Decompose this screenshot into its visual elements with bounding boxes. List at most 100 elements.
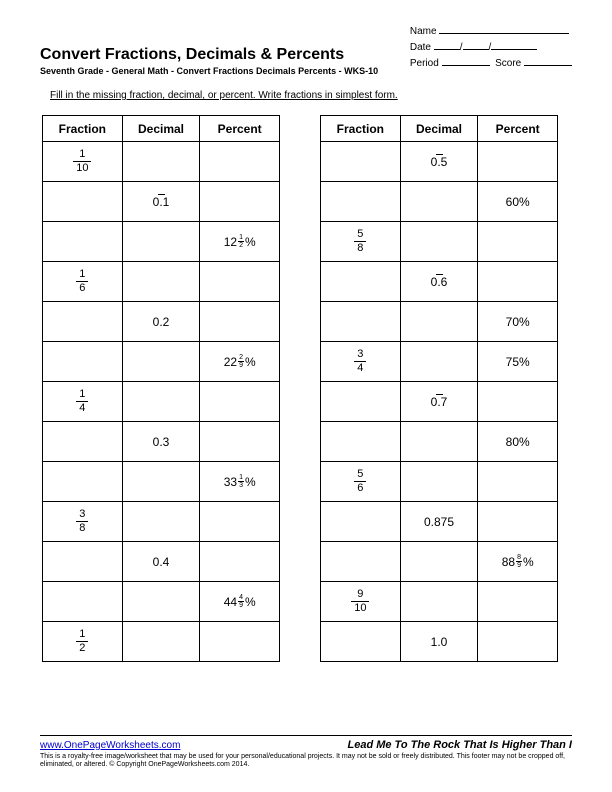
cell-percent <box>478 262 558 302</box>
cell-decimal <box>122 222 200 262</box>
cell-fraction: 910 <box>321 582 401 622</box>
cell-fraction <box>321 262 401 302</box>
cell-decimal: 0.5 <box>400 142 478 182</box>
cell-fraction <box>321 542 401 582</box>
cell-decimal <box>122 502 200 542</box>
cell-fraction <box>43 182 123 222</box>
date-label: Date <box>410 42 431 53</box>
cell-decimal <box>122 342 200 382</box>
table-row: 0.5 <box>321 142 558 182</box>
cell-decimal <box>122 582 200 622</box>
cell-decimal <box>400 182 478 222</box>
cell-fraction: 12 <box>43 622 123 662</box>
cell-decimal <box>122 462 200 502</box>
cell-decimal: 0.3 <box>122 422 200 462</box>
cell-percent <box>200 382 280 422</box>
cell-decimal <box>122 382 200 422</box>
cell-fraction <box>321 622 401 662</box>
cell-percent <box>200 182 280 222</box>
cell-percent <box>478 582 558 622</box>
table-row: 16 <box>43 262 280 302</box>
cell-fraction: 16 <box>43 262 123 302</box>
cell-fraction <box>43 542 123 582</box>
table-row: 0.875 <box>321 502 558 542</box>
cell-decimal <box>400 542 478 582</box>
footer: www.OnePageWorksheets.com Lead Me To The… <box>40 735 572 771</box>
cell-percent: 60% <box>478 182 558 222</box>
cell-fraction <box>321 182 401 222</box>
cell-fraction: 38 <box>43 502 123 542</box>
cell-fraction: 56 <box>321 462 401 502</box>
table-row: 4449% <box>43 582 280 622</box>
cell-percent: 8889% <box>478 542 558 582</box>
table-row: 0.7 <box>321 382 558 422</box>
cell-fraction <box>321 382 401 422</box>
table-row: 0.1 <box>43 182 280 222</box>
cell-decimal <box>400 582 478 622</box>
cell-fraction: 14 <box>43 382 123 422</box>
col-decimal: Decimal <box>122 116 200 142</box>
cell-fraction <box>43 302 123 342</box>
instruction-text: Fill in the missing fraction, decimal, o… <box>50 90 572 101</box>
score-label: Score <box>495 58 521 69</box>
table-row: 80% <box>321 422 558 462</box>
cell-percent <box>200 262 280 302</box>
cell-decimal <box>400 302 478 342</box>
cell-decimal <box>400 462 478 502</box>
cell-fraction <box>321 502 401 542</box>
left-table: Fraction Decimal Percent 1100.11212%160.… <box>42 115 280 662</box>
cell-percent <box>200 422 280 462</box>
right-table: Fraction Decimal Percent 0.560% 580.670%3… <box>320 115 558 662</box>
cell-fraction <box>43 462 123 502</box>
cell-decimal <box>400 222 478 262</box>
col-decimal: Decimal <box>400 116 478 142</box>
cell-percent <box>478 222 558 262</box>
table-row: 110 <box>43 142 280 182</box>
cell-decimal <box>400 422 478 462</box>
table-row: 3475% <box>321 342 558 382</box>
col-fraction: Fraction <box>321 116 401 142</box>
cell-percent <box>200 542 280 582</box>
cell-decimal: 0.4 <box>122 542 200 582</box>
cell-fraction <box>43 582 123 622</box>
table-row: 14 <box>43 382 280 422</box>
cell-decimal: 0.1 <box>122 182 200 222</box>
cell-fraction <box>321 422 401 462</box>
cell-fraction: 58 <box>321 222 401 262</box>
table-row: 0.3 <box>43 422 280 462</box>
cell-percent <box>478 622 558 662</box>
table-row: 0.2 <box>43 302 280 342</box>
footer-fineprint: This is a royalty-free image/worksheet t… <box>40 753 572 771</box>
cell-percent <box>478 382 558 422</box>
cell-percent <box>200 142 280 182</box>
cell-percent <box>200 302 280 342</box>
cell-fraction <box>43 222 123 262</box>
cell-percent <box>200 622 280 662</box>
cell-percent: 1212% <box>200 222 280 262</box>
cell-fraction: 110 <box>43 142 123 182</box>
table-row: 70% <box>321 302 558 342</box>
footer-link[interactable]: www.OnePageWorksheets.com <box>40 740 180 751</box>
cell-percent: 3313% <box>200 462 280 502</box>
cell-fraction <box>321 142 401 182</box>
tables-container: Fraction Decimal Percent 1100.11212%160.… <box>40 115 572 662</box>
period-label: Period <box>410 58 439 69</box>
table-row: 60% <box>321 182 558 222</box>
footer-motto: Lead Me To The Rock That Is Higher Than … <box>347 739 572 751</box>
cell-percent: 4449% <box>200 582 280 622</box>
student-info: Name Date // Period Score <box>410 24 572 72</box>
table-row: 1.0 <box>321 622 558 662</box>
cell-percent <box>478 142 558 182</box>
cell-percent <box>478 502 558 542</box>
table-row: 0.4 <box>43 542 280 582</box>
cell-percent <box>478 462 558 502</box>
cell-percent: 75% <box>478 342 558 382</box>
cell-decimal: 0.6 <box>400 262 478 302</box>
table-row: 1212% <box>43 222 280 262</box>
cell-decimal: 0.875 <box>400 502 478 542</box>
cell-percent: 70% <box>478 302 558 342</box>
cell-decimal <box>122 262 200 302</box>
table-row: 58 <box>321 222 558 262</box>
col-percent: Percent <box>478 116 558 142</box>
cell-fraction <box>43 422 123 462</box>
